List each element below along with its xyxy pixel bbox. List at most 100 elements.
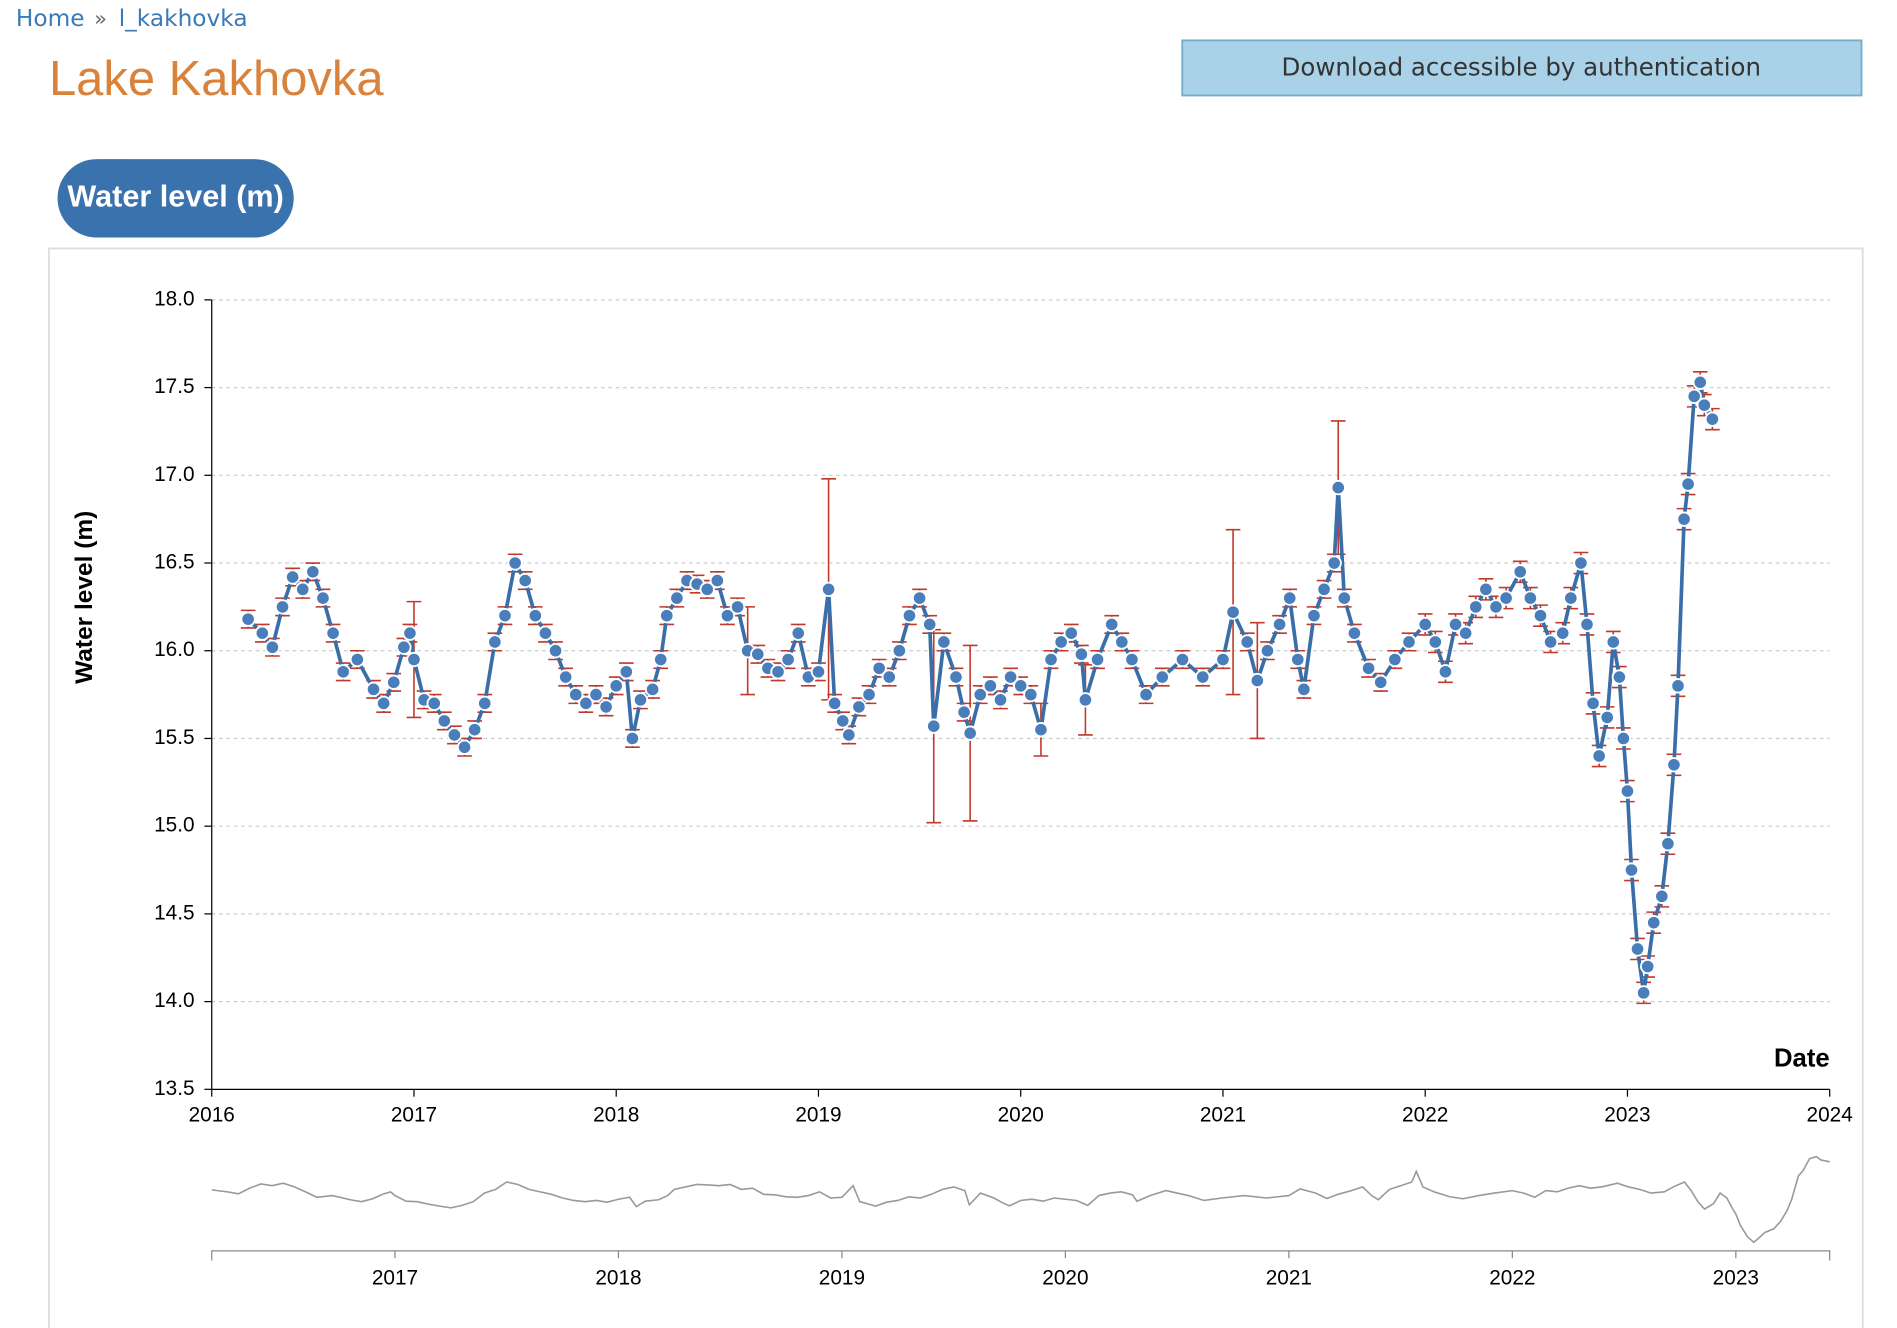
navigator-tick-label: 2017	[372, 1267, 418, 1290]
data-point	[406, 651, 422, 668]
data-point	[456, 739, 473, 755]
y-axis-label: Water level (m)	[71, 511, 98, 684]
data-point	[644, 681, 661, 697]
data-point	[1271, 616, 1288, 633]
download-button[interactable]	[1181, 39, 1863, 97]
data-point	[861, 686, 877, 703]
data-point	[578, 695, 594, 712]
data-point	[770, 664, 786, 680]
data-point	[558, 669, 574, 685]
navigator-tick-label: 2022	[1489, 1267, 1535, 1290]
data-point	[1532, 608, 1549, 624]
data-point	[1585, 695, 1601, 712]
data-point	[1498, 590, 1514, 606]
data-point	[1666, 757, 1682, 773]
data-point	[1053, 634, 1069, 650]
data-point	[1195, 669, 1211, 685]
data-point	[1387, 651, 1403, 668]
data-point	[568, 686, 584, 703]
data-point	[487, 634, 503, 650]
data-point	[1239, 634, 1255, 650]
data-point	[436, 713, 452, 729]
data-point	[1002, 669, 1019, 685]
data-point	[466, 722, 483, 738]
chart-frame	[48, 247, 1864, 1328]
data-point	[1654, 888, 1670, 904]
data-point	[375, 695, 392, 712]
data-point	[992, 692, 1009, 708]
data-point	[1692, 374, 1708, 390]
tab-label[interactable]: Water level (m)	[67, 179, 283, 213]
data-point	[1599, 709, 1615, 726]
data-point	[871, 660, 887, 676]
data-point	[335, 664, 351, 680]
breadcrumb-home[interactable]: Home	[16, 5, 85, 32]
data-point	[972, 686, 988, 703]
data-point	[537, 625, 554, 641]
data-point	[1326, 555, 1342, 571]
data-point	[851, 699, 867, 715]
y-tick-label: 14.5	[154, 901, 194, 924]
data-point	[709, 572, 725, 589]
data-point	[1104, 616, 1120, 633]
data-point	[507, 555, 523, 571]
data-point	[295, 581, 311, 597]
data-point	[1063, 625, 1079, 641]
data-point	[1249, 672, 1265, 689]
data-point	[1023, 686, 1039, 703]
data-point	[1437, 664, 1454, 680]
navigator-axis	[211, 1250, 1831, 1261]
data-point	[1316, 581, 1332, 597]
data-point	[1417, 616, 1433, 633]
breadcrumb-current[interactable]: l_kakhovka	[119, 5, 248, 32]
data-point	[962, 725, 978, 741]
data-point	[264, 639, 281, 655]
y-tick-label: 17.5	[154, 375, 194, 398]
data-point	[402, 625, 418, 641]
page-title: Lake Kakhovka	[49, 52, 384, 106]
y-tick-label: 13.5	[154, 1077, 194, 1100]
data-point	[588, 686, 604, 703]
data-point	[1154, 669, 1170, 685]
data-point	[1563, 590, 1579, 606]
x-tick-label: 2021	[1200, 1104, 1246, 1127]
data-point	[1073, 646, 1090, 662]
data-point	[1306, 608, 1322, 624]
data-point	[254, 625, 270, 641]
data-point	[1629, 941, 1646, 957]
data-point	[365, 681, 382, 697]
data-point	[426, 695, 442, 712]
data-point	[517, 572, 533, 589]
data-point	[1635, 985, 1652, 1001]
data-point	[901, 608, 918, 624]
data-point	[1468, 599, 1484, 615]
data-point	[1704, 411, 1721, 427]
data-point	[1686, 388, 1702, 405]
data-point	[719, 608, 736, 624]
data-point	[446, 727, 463, 743]
data-point	[274, 599, 291, 615]
data-point	[396, 639, 412, 655]
data-point	[349, 651, 365, 668]
data-point	[497, 608, 513, 624]
data-point	[1346, 625, 1363, 641]
data-point	[1660, 836, 1676, 852]
download-button-label[interactable]: Download accessible by authentication	[1282, 53, 1761, 82]
data-point	[1330, 479, 1346, 496]
data-point	[624, 730, 641, 747]
data-point	[1401, 634, 1417, 650]
data-point	[1373, 674, 1389, 690]
navigator-tick-label: 2021	[1266, 1267, 1312, 1290]
x-tick-label: 2019	[795, 1104, 841, 1127]
data-point	[729, 599, 746, 615]
x-tick-label: 2024	[1807, 1104, 1853, 1127]
tab[interactable]	[57, 159, 294, 238]
data-point	[1522, 590, 1539, 606]
data-point	[1033, 722, 1049, 738]
navigator-tick-label: 2023	[1713, 1267, 1759, 1290]
data-point	[1605, 634, 1621, 650]
data-point	[1542, 634, 1559, 650]
y-tick-label: 16.5	[154, 551, 194, 574]
